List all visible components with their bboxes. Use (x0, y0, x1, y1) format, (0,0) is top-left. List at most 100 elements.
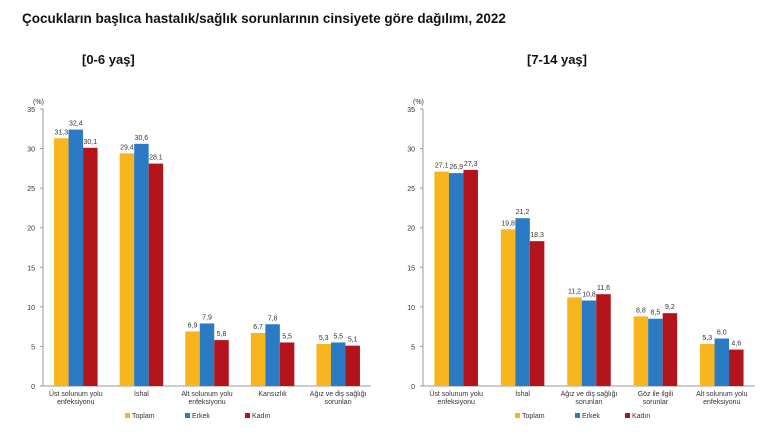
legend-swatch-kadın (245, 413, 250, 418)
data-label: 9,2 (665, 304, 675, 311)
bar-erkek (68, 129, 84, 386)
bar-kadın (214, 340, 229, 386)
bar-erkek (448, 173, 464, 386)
legend-label: Kadın (632, 413, 650, 420)
y-tick-label: 5 (31, 344, 35, 351)
x-tick-label: Üst solunum yolu (49, 390, 103, 398)
data-label: 5,3 (702, 335, 712, 342)
bar-toplam (119, 153, 135, 386)
bar-erkek (330, 342, 346, 386)
bar-toplam (567, 297, 582, 386)
data-label: 5,1 (348, 337, 358, 344)
data-label: 28,1 (149, 155, 163, 162)
y-tick-label: 0 (411, 384, 415, 391)
data-label: 11,2 (568, 288, 581, 295)
x-tick-label: enfeksiyonu (57, 399, 94, 406)
x-tick-label: İshal (515, 389, 530, 398)
y-tick-label: 25 (27, 186, 35, 193)
y-tick-label: 35 (407, 107, 415, 114)
bar-toplam (434, 171, 449, 386)
bar-erkek (134, 143, 149, 386)
data-label: 29,4 (120, 144, 134, 151)
data-label: 30,6 (135, 135, 149, 142)
x-tick-label: Ağız ve diş sağlığı (310, 391, 367, 398)
data-label: 8,8 (636, 307, 646, 314)
data-label: 5,3 (319, 335, 329, 342)
bar-erkek (515, 218, 530, 386)
data-label: 31,3 (54, 129, 68, 136)
bar-toplam (185, 331, 200, 386)
x-tick-label: sorunlar (643, 399, 669, 406)
bar-toplam (316, 344, 331, 386)
x-tick-label: Kansızlık (258, 391, 287, 398)
x-tick-label: Ağız ve diş sağlığı (561, 391, 618, 398)
data-label: 8,5 (651, 310, 661, 317)
data-label: 30,1 (83, 139, 97, 146)
legend-swatch-toplam (125, 413, 130, 418)
chart-title-0-6: [0-6 yaş] (82, 52, 135, 67)
bar-erkek (199, 323, 215, 386)
y-tick-label: 10 (407, 305, 415, 312)
x-tick-label: Alt solunum yolu (181, 391, 232, 398)
bar-kadın (148, 163, 164, 386)
y-tick-label: 20 (27, 226, 35, 233)
x-tick-label: enfeksiyonu (438, 399, 475, 406)
bar-erkek (648, 318, 663, 386)
data-label: 19,8 (501, 220, 515, 227)
chart-title-7-14: [7-14 yaş] (527, 52, 587, 67)
legend-label: Erkek (192, 413, 210, 420)
y-tick-label: 5 (411, 344, 415, 351)
data-label: 6,9 (188, 322, 198, 329)
y-tick-label: 35 (27, 107, 35, 114)
legend-swatch-erkek (575, 413, 580, 418)
bar-toplam (54, 138, 69, 386)
bar-kadın (83, 147, 98, 386)
legend-label: Toplam (522, 413, 545, 420)
legend-swatch-erkek (185, 413, 190, 418)
bar-kadın (596, 294, 611, 386)
bar-kadın (662, 313, 678, 386)
legend-swatch-toplam (515, 413, 520, 418)
bar-toplam (633, 316, 649, 386)
data-label: 11,6 (597, 285, 610, 292)
x-tick-label: Üst solunum yolu (429, 390, 483, 398)
data-label: 7,9 (202, 314, 212, 321)
bar-kadın (345, 345, 360, 386)
page-title: Çocukların başlıca hastalık/sağlık sorun… (22, 11, 506, 26)
x-tick-label: enfeksiyonu (188, 399, 225, 406)
legend-label: Erkek (582, 413, 600, 420)
y-axis-label: (%) (413, 99, 424, 106)
bar-kadın (529, 241, 545, 386)
bar-erkek (714, 338, 730, 386)
data-label: 7,8 (268, 315, 278, 322)
y-tick-label: 15 (407, 265, 415, 272)
data-label: 5,8 (217, 331, 227, 338)
bar-kadın (279, 342, 295, 386)
legend-swatch-kadın (625, 413, 630, 418)
bar-kadın (729, 349, 744, 386)
y-tick-label: 30 (27, 147, 35, 154)
data-label: 32,4 (69, 121, 83, 128)
bar-toplam (500, 229, 516, 386)
x-tick-label: Alt solunum yolu (696, 391, 747, 398)
x-tick-label: sorunları (325, 399, 352, 406)
data-label: 27,1 (435, 163, 449, 170)
data-label: 5,5 (282, 333, 292, 340)
bar-toplam (700, 344, 715, 386)
x-tick-label: Göz ile ilgili (638, 391, 674, 398)
y-tick-label: 20 (407, 226, 415, 233)
bar-toplam (250, 332, 266, 386)
y-tick-label: 30 (407, 147, 415, 154)
data-label: 26,9 (449, 164, 463, 171)
data-label: 4,6 (731, 341, 741, 348)
y-tick-label: 0 (31, 384, 35, 391)
bar-kadın (463, 169, 478, 386)
data-label: 27,3 (464, 161, 478, 168)
bar-erkek (581, 300, 597, 386)
bar-erkek (265, 324, 280, 386)
legend-label: Kadın (252, 413, 270, 420)
data-label: 18,3 (530, 232, 544, 239)
data-label: 6,7 (253, 324, 263, 331)
data-label: 10,8 (582, 292, 596, 299)
